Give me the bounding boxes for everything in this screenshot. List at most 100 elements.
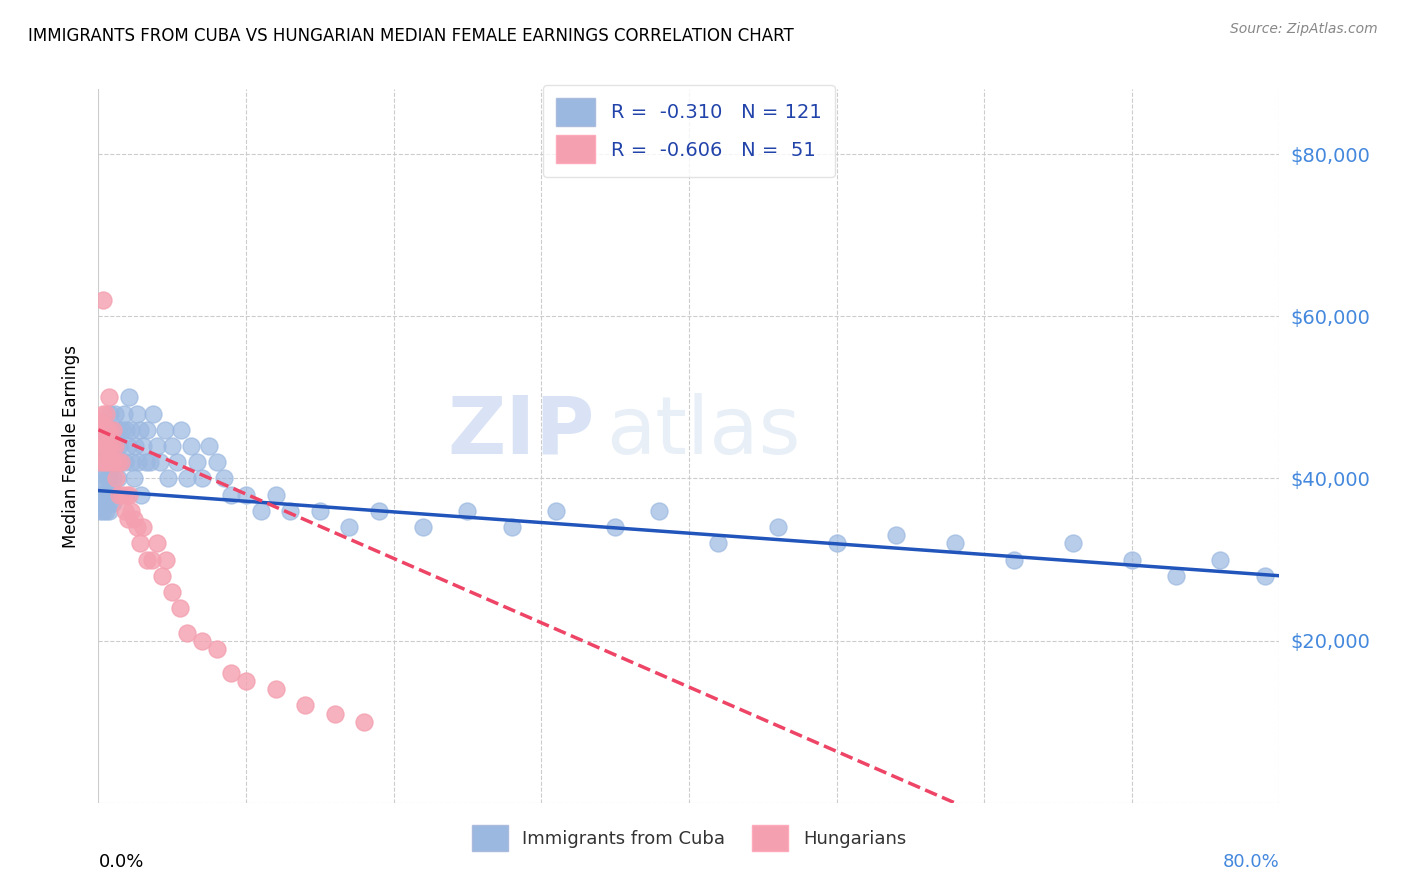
Point xyxy=(118,488,141,502)
Point xyxy=(90,471,112,485)
Point xyxy=(605,520,627,534)
Point xyxy=(93,488,115,502)
Point xyxy=(93,423,115,437)
Point xyxy=(91,479,114,493)
Point xyxy=(128,423,150,437)
Point xyxy=(309,504,332,518)
Point xyxy=(162,585,183,599)
Point xyxy=(250,504,273,518)
Point xyxy=(112,407,135,421)
Point xyxy=(170,423,193,437)
Point xyxy=(89,488,111,502)
Point xyxy=(94,407,117,421)
Point xyxy=(766,520,789,534)
Point xyxy=(94,488,117,502)
Point xyxy=(94,439,117,453)
Point xyxy=(129,488,152,502)
Point xyxy=(235,488,257,502)
Point xyxy=(104,455,127,469)
Point xyxy=(107,471,129,485)
Point xyxy=(93,455,115,469)
Point xyxy=(280,504,302,518)
Point xyxy=(353,714,375,729)
Point xyxy=(176,625,198,640)
Text: 0.0%: 0.0% xyxy=(98,853,143,871)
Point xyxy=(169,601,191,615)
Point xyxy=(221,666,243,681)
Point xyxy=(93,455,115,469)
Point xyxy=(122,512,145,526)
Point xyxy=(1254,568,1277,582)
Point xyxy=(1166,568,1188,582)
Point xyxy=(98,455,121,469)
Point xyxy=(91,439,114,453)
Point xyxy=(96,423,118,437)
Point xyxy=(94,504,117,518)
Point xyxy=(96,455,118,469)
Point xyxy=(91,488,114,502)
Point xyxy=(89,431,111,445)
Point xyxy=(105,439,128,453)
Point xyxy=(501,520,523,534)
Point xyxy=(120,423,142,437)
Point xyxy=(162,439,183,453)
Point xyxy=(98,488,121,502)
Point xyxy=(128,536,150,550)
Point xyxy=(103,423,125,437)
Point xyxy=(118,390,141,404)
Point xyxy=(94,431,117,445)
Point xyxy=(707,536,730,550)
Point xyxy=(153,423,176,437)
Point xyxy=(136,423,159,437)
Point xyxy=(97,439,120,453)
Point xyxy=(96,488,118,502)
Point xyxy=(124,439,146,453)
Point xyxy=(1209,552,1232,566)
Point xyxy=(97,390,120,404)
Y-axis label: Median Female Earnings: Median Female Earnings xyxy=(62,344,80,548)
Legend: Immigrants from Cuba, Hungarians: Immigrants from Cuba, Hungarians xyxy=(464,818,914,858)
Point xyxy=(121,455,143,469)
Point xyxy=(103,455,125,469)
Point xyxy=(117,439,139,453)
Point xyxy=(191,633,214,648)
Point xyxy=(186,455,208,469)
Point xyxy=(97,447,120,461)
Point xyxy=(139,455,162,469)
Point xyxy=(110,455,132,469)
Point xyxy=(103,496,125,510)
Point xyxy=(93,439,115,453)
Point xyxy=(104,439,127,453)
Point xyxy=(1002,552,1025,566)
Point xyxy=(115,488,138,502)
Point xyxy=(323,706,346,721)
Point xyxy=(111,423,134,437)
Point xyxy=(90,496,112,510)
Point xyxy=(107,423,129,437)
Point xyxy=(91,293,114,307)
Point xyxy=(198,439,221,453)
Point xyxy=(132,520,155,534)
Point xyxy=(1327,568,1350,582)
Point xyxy=(884,528,907,542)
Point xyxy=(142,407,165,421)
Point xyxy=(943,536,966,550)
Point xyxy=(150,568,173,582)
Point xyxy=(368,504,391,518)
Point xyxy=(412,520,434,534)
Point xyxy=(98,463,121,477)
Point xyxy=(136,552,159,566)
Point xyxy=(90,415,112,429)
Point xyxy=(1121,552,1143,566)
Point xyxy=(149,455,172,469)
Point xyxy=(91,504,114,518)
Point xyxy=(100,496,122,510)
Point xyxy=(114,504,136,518)
Point xyxy=(125,520,148,534)
Point xyxy=(100,439,122,453)
Point xyxy=(825,536,848,550)
Point xyxy=(115,423,138,437)
Point xyxy=(294,698,316,713)
Point xyxy=(91,447,114,461)
Point xyxy=(1062,536,1084,550)
